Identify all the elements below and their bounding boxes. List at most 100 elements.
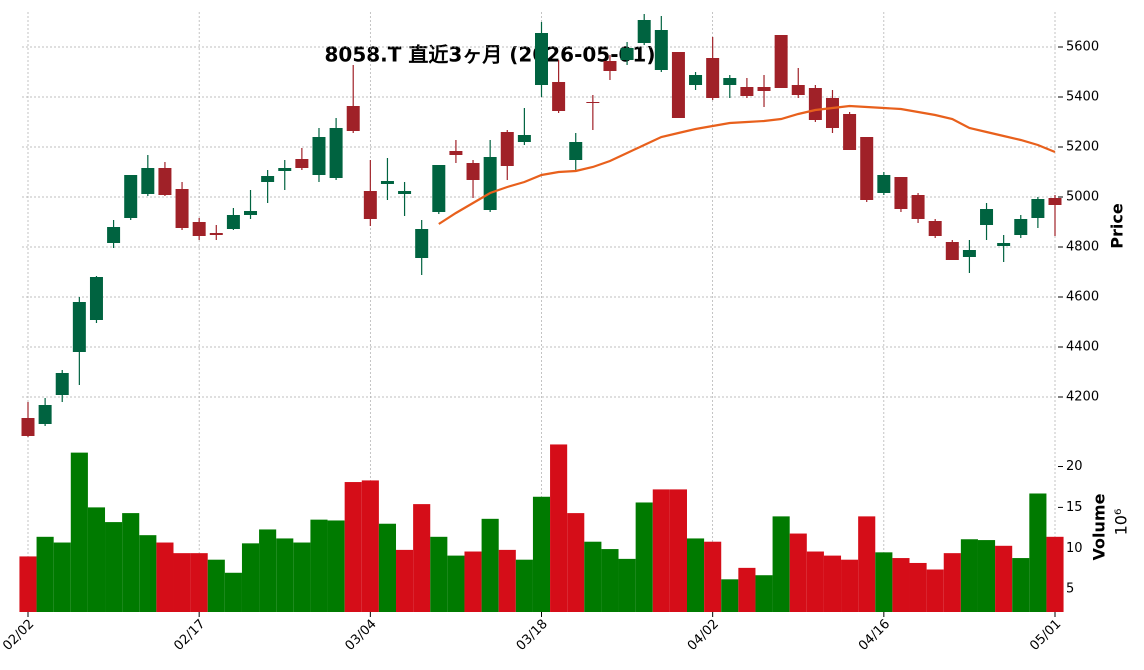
candle-body <box>192 222 206 236</box>
candle-body <box>911 195 925 219</box>
y-tick-label: 5600 <box>1066 40 1099 55</box>
volume-bar <box>190 553 208 612</box>
y-tick-label: 4600 <box>1066 290 1099 305</box>
volume-bar <box>344 482 362 612</box>
candle-body <box>689 75 703 85</box>
volume-bar <box>755 575 773 612</box>
volume-bar <box>704 541 722 612</box>
candle-body <box>945 242 959 260</box>
candle-body <box>21 418 35 436</box>
candle-body <box>380 181 394 184</box>
volume-bar <box>772 516 790 612</box>
volume-bar <box>977 540 996 612</box>
candle-body <box>209 233 223 235</box>
volume-bar <box>327 520 345 612</box>
volume-bar <box>652 489 670 612</box>
candle-body <box>466 163 480 180</box>
candle-body <box>55 373 69 395</box>
moving-average-line <box>438 104 1056 225</box>
volume-bar <box>241 543 260 612</box>
candle-body <box>175 189 189 228</box>
y-tick-label: 5 <box>1066 582 1074 597</box>
candle-body <box>603 61 617 71</box>
volume-bar <box>909 562 927 612</box>
volume-bar <box>224 572 242 612</box>
candle-body <box>723 78 737 85</box>
volume-bar <box>532 496 551 612</box>
candle-body <box>158 168 172 195</box>
candle-body <box>962 250 976 257</box>
volume-bar <box>276 538 294 612</box>
y-tick-label: 10 <box>1066 541 1083 556</box>
candle-body <box>329 128 343 178</box>
candle-body <box>226 215 240 229</box>
volume-bar <box>567 513 585 612</box>
volume-bar <box>618 558 636 612</box>
volume-bar <box>36 536 54 612</box>
candle-body <box>517 135 531 142</box>
candle-body <box>261 176 275 182</box>
volume-bar <box>259 529 277 612</box>
candle-body <box>89 277 103 320</box>
candle-body <box>1048 198 1062 205</box>
y-tick-label: 4800 <box>1066 240 1099 255</box>
candle-body <box>774 35 788 88</box>
volume-bar <box>841 559 859 612</box>
candle-body <box>1014 219 1028 235</box>
y-tick-label: 5200 <box>1066 140 1099 155</box>
volume-bar <box>396 549 414 612</box>
candle-body <box>432 165 446 212</box>
volume-bar <box>1046 536 1064 612</box>
candle-body <box>1031 199 1045 218</box>
volume-bar <box>1029 493 1047 612</box>
volume-bar <box>207 559 225 612</box>
volume-bar <box>498 549 516 612</box>
candle-body <box>860 137 874 200</box>
x-tick-label: 03/04 <box>343 617 380 654</box>
x-tick-label: 03/18 <box>514 617 551 654</box>
candle-body <box>569 142 583 160</box>
candle-body <box>449 151 463 155</box>
candle-body <box>415 229 429 258</box>
candle-body <box>278 168 292 171</box>
y-tick-label: 5400 <box>1066 90 1099 105</box>
volume-bar <box>464 551 482 612</box>
volume-bar <box>87 507 106 612</box>
x-tick-label: 02/02 <box>0 617 37 654</box>
candle-body <box>586 102 600 103</box>
candle-body <box>312 137 326 175</box>
candle-body <box>843 114 857 150</box>
volume-bar <box>139 535 157 612</box>
candle-body <box>825 98 839 128</box>
y-axis-label: Volume <box>1090 493 1109 560</box>
y-axis-label: Price <box>1108 203 1127 249</box>
candle-body <box>124 175 138 218</box>
candle-body <box>637 20 651 43</box>
candle-body <box>398 191 412 194</box>
volume-bar <box>858 516 876 612</box>
volume-bar <box>361 480 379 612</box>
volume-bar <box>875 552 893 612</box>
chart-title: 8058.T 直近3ヶ月 (2026-05-01) <box>325 43 656 67</box>
y-tick-label: 5000 <box>1066 190 1099 205</box>
x-tick-label: 04/16 <box>856 617 893 654</box>
x-tick-label: 05/01 <box>1027 617 1064 654</box>
candle-body <box>808 88 822 120</box>
volume-bar <box>481 518 499 612</box>
candle-body <box>980 209 994 225</box>
candle-body <box>38 405 52 424</box>
volume-bar <box>447 555 465 612</box>
x-tick-label: 02/17 <box>171 617 208 654</box>
volume-bar <box>19 556 37 612</box>
volume-bar <box>413 504 431 612</box>
volume-bar <box>686 538 705 612</box>
volume-bar <box>995 545 1013 612</box>
candle-body <box>363 191 377 219</box>
volume-bar <box>892 558 910 612</box>
volume-bar <box>515 559 533 612</box>
candle-body <box>757 87 771 91</box>
candle-body <box>500 132 514 166</box>
volume-bar <box>122 513 140 612</box>
volume-bar <box>105 522 123 612</box>
